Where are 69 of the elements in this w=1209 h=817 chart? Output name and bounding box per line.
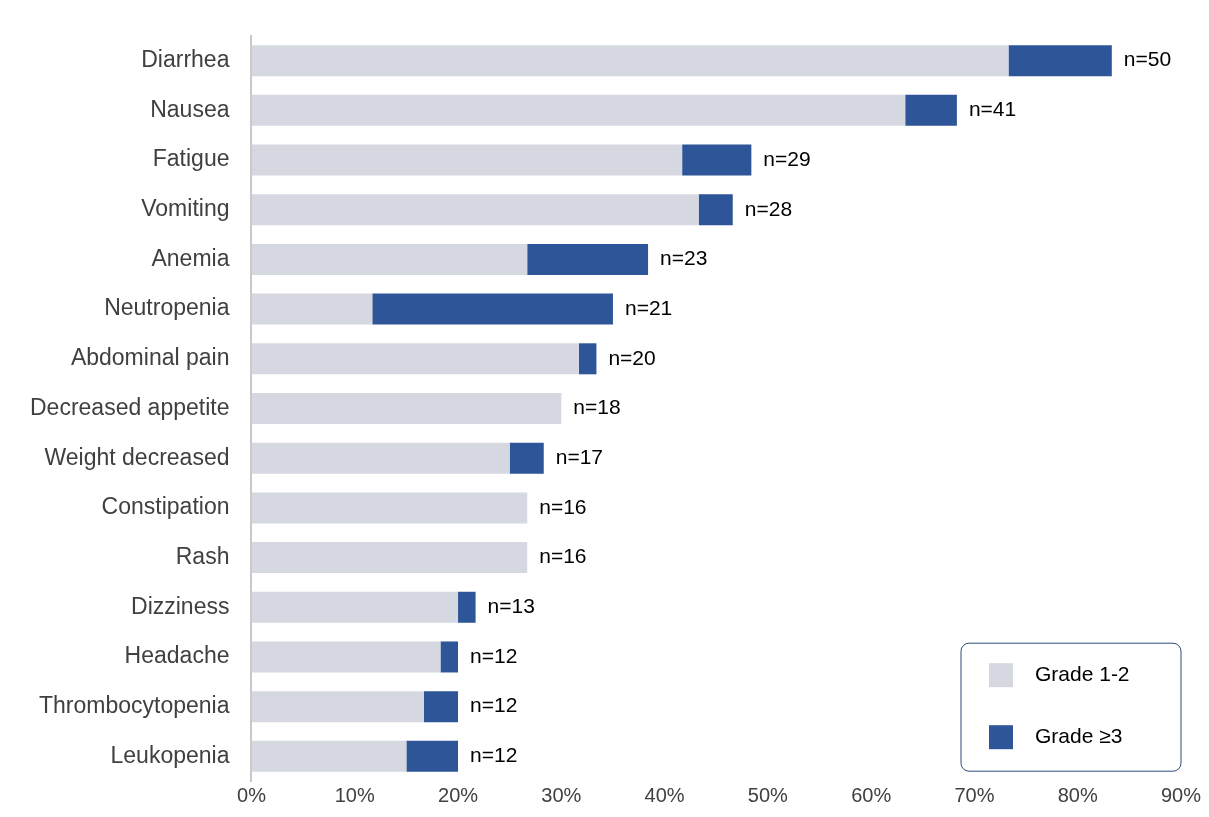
y-tick-label: Headache (124, 642, 230, 669)
bar (458, 591, 476, 623)
x-tick-label: 90% (1160, 783, 1202, 806)
y-tick-label: Vomiting (141, 195, 230, 222)
annotation: n=41 (968, 97, 1017, 121)
x-tick-label: 40% (644, 783, 685, 806)
annotation: n=12 (470, 693, 518, 717)
bar (251, 492, 528, 524)
y-tick-label: Leukopenia (110, 741, 230, 768)
x-tick-label: 10% (334, 783, 375, 806)
y-tick-label: Fatigue (152, 145, 230, 172)
x-tick-label: 30% (541, 783, 582, 806)
y-tick-label: Abdominal pain (70, 344, 230, 371)
bar (440, 641, 459, 673)
y-tick-label: Thrombocytopenia (38, 692, 230, 718)
bar (251, 243, 528, 275)
annotation: n=50 (1123, 47, 1172, 71)
y-tick-label: Diarrhea (141, 45, 230, 72)
bar (251, 591, 459, 623)
bar (698, 194, 733, 226)
annotation: n=20 (608, 345, 656, 369)
bar (372, 293, 613, 325)
annotation: n=16 (539, 494, 587, 518)
bar (527, 243, 649, 275)
bar (406, 740, 459, 772)
y-tick-label: Nausea (150, 95, 230, 122)
annotation: n=23 (660, 246, 708, 270)
annotation: n=12 (470, 743, 518, 767)
annotation: n=29 (763, 146, 811, 170)
bar (578, 343, 597, 375)
annotation: n=12 (470, 643, 518, 667)
x-tick-label: 60% (851, 783, 892, 806)
bar (251, 393, 562, 424)
bar (423, 691, 459, 723)
bar (251, 542, 528, 574)
bar (251, 343, 579, 375)
x-tick-label: 70% (954, 783, 995, 806)
x-tick-label: 80% (1057, 783, 1098, 806)
bar (251, 94, 906, 126)
x-tick-label: 20% (438, 783, 479, 806)
y-tick-label: Neutropenia (104, 294, 230, 321)
bar (251, 194, 699, 226)
annotation: n=13 (487, 594, 535, 618)
legend-label: Grade 1-2 (1035, 662, 1130, 685)
bar (251, 641, 441, 673)
annotation: n=17 (555, 444, 604, 468)
annotation: n=16 (539, 544, 587, 568)
y-tick-label: Weight decreased (44, 443, 230, 470)
bar (251, 45, 1009, 77)
annotation: n=21 (624, 295, 673, 319)
bar (251, 691, 424, 723)
y-tick-label: Anemia (151, 244, 230, 271)
x-tick-label: 0% (237, 783, 267, 806)
legend-label: Grade ≥3 (1035, 724, 1123, 747)
bar (251, 144, 683, 176)
bar (905, 94, 957, 126)
x-tick-label: 50% (747, 783, 789, 806)
bar (1008, 45, 1112, 77)
annotation: n=28 (744, 196, 793, 220)
annotation: n=18 (573, 395, 621, 419)
bar (682, 144, 752, 176)
y-tick-label: Decreased appetite (30, 393, 230, 420)
bar (251, 740, 407, 772)
bar (509, 442, 544, 474)
y-tick-label: Rash (175, 542, 230, 569)
bar (251, 442, 510, 474)
y-tick-label: Constipation (101, 493, 230, 520)
y-tick-label: Dizziness (131, 592, 230, 619)
bar (251, 293, 373, 325)
